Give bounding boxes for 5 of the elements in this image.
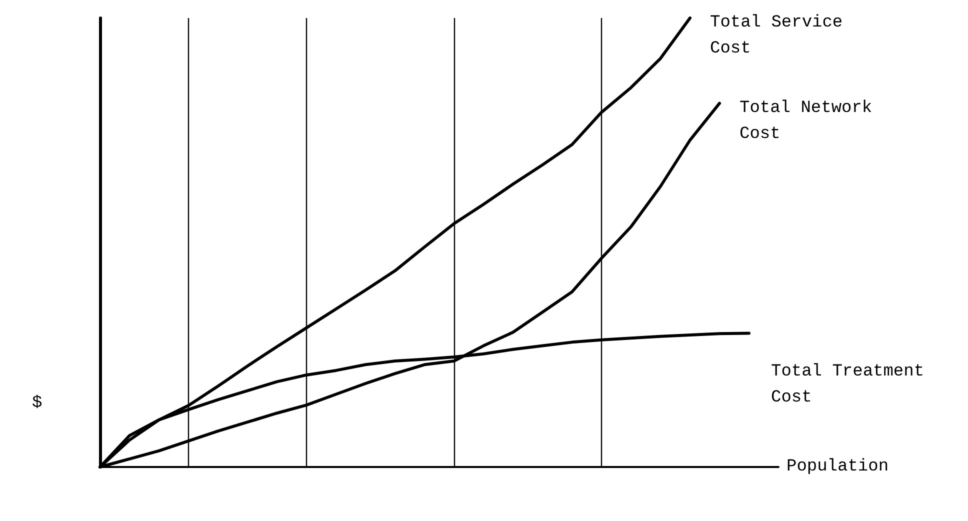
series-label: Total Network Cost [740,98,882,144]
series-label: Total Service Cost [710,14,853,58]
text: Total Treatment Cost [771,362,934,408]
x-axis-title: Population [786,458,889,476]
y-axis-title: $ [32,394,42,413]
